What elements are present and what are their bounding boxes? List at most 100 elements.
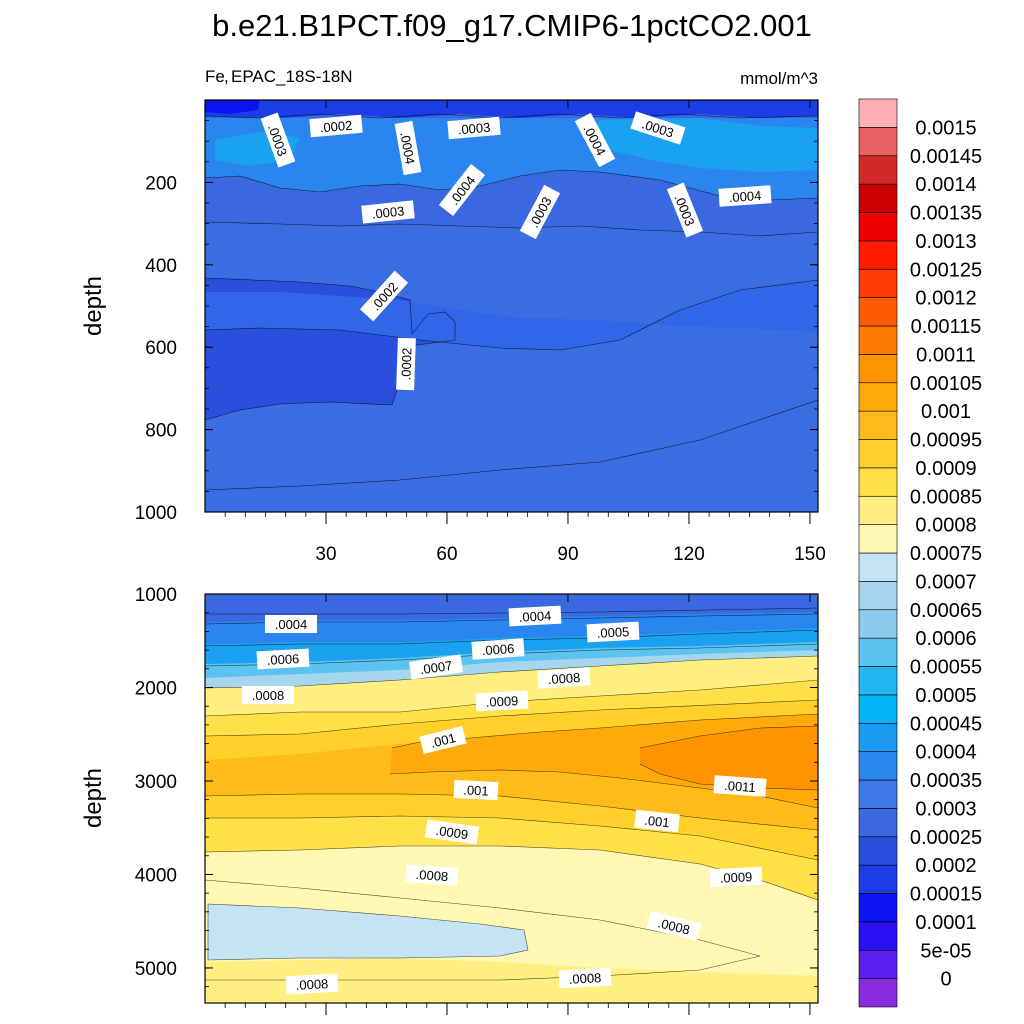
variable-label: Fe xyxy=(205,67,225,86)
colorbar-label: 0.0001 xyxy=(915,912,976,934)
colorbar-swatch xyxy=(858,581,898,611)
svg-text:.0008: .0008 xyxy=(252,688,285,703)
colorbar-label: 0 xyxy=(940,969,951,991)
colorbar-swatch xyxy=(858,495,898,525)
svg-text:.0004: .0004 xyxy=(728,188,762,205)
svg-text:.0006: .0006 xyxy=(266,651,299,668)
colorbar-swatch xyxy=(858,637,898,667)
lower-band-blue4 xyxy=(205,642,818,680)
svg-text:.0002: .0002 xyxy=(398,347,414,380)
y-tick-label: 800 xyxy=(145,421,177,442)
colorbar: 0 5e-05 0.0001 0.00015 0.0002 0.00025 0.0003 0.… xyxy=(858,98,982,1008)
upper-fill-deepest xyxy=(205,100,260,114)
colorbar-swatch xyxy=(858,552,898,582)
contour-label: .0008 xyxy=(405,864,459,886)
colorbar-swatch xyxy=(858,666,898,696)
contour-label: .0002 xyxy=(309,114,363,138)
colorbar-swatch xyxy=(858,467,898,497)
contour-label: .0009 xyxy=(425,819,479,845)
colorbar-swatch xyxy=(858,864,898,894)
contour-label: .0008 xyxy=(242,686,294,704)
contour-label: .001 xyxy=(419,725,467,755)
contour-label: .001 xyxy=(634,809,680,833)
colorbar-label: 0.0007 xyxy=(915,571,976,593)
y-tick-label: 400 xyxy=(145,256,177,277)
colorbar-label: 0.00065 xyxy=(910,600,982,622)
svg-text:.0006: .0006 xyxy=(481,641,515,658)
colorbar-label: 0.00025 xyxy=(910,827,982,849)
x-tick-label: 30 xyxy=(315,544,336,565)
colorbar-label: 0.0011 xyxy=(916,344,976,366)
svg-text:.0004: .0004 xyxy=(518,608,551,625)
colorbar-swatch xyxy=(858,212,898,242)
svg-text:.0005: .0005 xyxy=(596,624,629,641)
lower-band-00085 xyxy=(205,650,818,716)
colorbar-swatch xyxy=(858,836,898,866)
upper-panel: .0003 .0002 .0004 .0003 .0004 .0003 .000… xyxy=(80,99,826,565)
colorbar-label: 0.00115 xyxy=(911,316,982,338)
svg-text:.0008: .0008 xyxy=(295,976,328,993)
y-tick-label: 3000 xyxy=(135,772,177,793)
contour-label: .0004 xyxy=(394,120,422,176)
colorbar-label: 0.00035 xyxy=(910,770,982,792)
x-tick-label: 150 xyxy=(794,544,826,565)
contour-label: .0003 xyxy=(361,200,415,224)
colorbar-label: 0.0008 xyxy=(915,515,976,537)
svg-text:.0009: .0009 xyxy=(435,823,469,842)
colorbar-swatch xyxy=(858,382,898,412)
colorbar-label: 0.00055 xyxy=(910,657,982,679)
colorbar-label: 0.0015 xyxy=(915,117,976,139)
x-tick-label: 90 xyxy=(557,544,578,565)
lower-band-blue5 xyxy=(205,650,818,688)
colorbar-swatch xyxy=(858,524,898,554)
colorbar-swatch xyxy=(858,325,898,355)
svg-text:.0009: .0009 xyxy=(485,693,518,710)
colorbar-label: 0.0009 xyxy=(915,458,976,480)
svg-text:.0002: .0002 xyxy=(319,118,353,136)
svg-text:.001: .001 xyxy=(644,813,671,831)
units-label: mmol/m^3 xyxy=(740,69,818,88)
colorbar-label: 0.00075 xyxy=(910,543,982,565)
contour-label: .0009 xyxy=(709,866,763,888)
svg-text:.0007: .0007 xyxy=(419,658,453,677)
colorbar-swatch xyxy=(858,808,898,838)
y-tick-label: 200 xyxy=(145,173,177,194)
colorbar-swatch xyxy=(858,155,898,185)
svg-text:.0008: .0008 xyxy=(547,670,581,687)
y-tick-label: 5000 xyxy=(135,959,177,980)
lower-y-axis: 1000 2000 3000 4000 5000 xyxy=(135,585,818,988)
colorbar-swatch xyxy=(858,127,898,157)
colorbar-label: 0.0005 xyxy=(915,685,976,707)
upper-fill-top xyxy=(205,100,818,118)
colorbar-swatch xyxy=(858,722,898,752)
x-tick-label: 60 xyxy=(436,544,457,565)
lower-panel: .0004 .0004 .0005 .0006 .0006 .0007 .000… xyxy=(80,585,819,1015)
colorbar-swatch xyxy=(858,297,898,327)
colorbar-swatch xyxy=(858,949,898,979)
colorbar-swatch xyxy=(858,240,898,270)
contour-label: .001 xyxy=(453,779,499,801)
contour-label: .0005 xyxy=(586,621,640,643)
colorbar-swatch xyxy=(858,751,898,781)
colorbar-label: 0.00145 xyxy=(910,146,982,168)
svg-text:.0004: .0004 xyxy=(397,131,417,166)
lower-contour-labels: .0004 .0004 .0005 .0006 .0006 .0007 .000… xyxy=(242,605,767,995)
colorbar-swatch xyxy=(858,978,898,1008)
region-label: EPAC_18S-18N xyxy=(231,67,353,86)
svg-text:.0011: .0011 xyxy=(724,778,757,795)
svg-text:.001: .001 xyxy=(429,730,457,751)
colorbar-label: 0.0014 xyxy=(915,174,976,196)
colorbar-label: 0.0002 xyxy=(915,855,976,877)
x-tick-label: 120 xyxy=(673,544,705,565)
colorbar-swatch xyxy=(858,354,898,384)
colorbar-label: 0.001 xyxy=(921,401,971,423)
comma-sep: , xyxy=(224,67,229,86)
svg-text:.0003: .0003 xyxy=(371,203,405,221)
y-tick-label: 600 xyxy=(145,338,177,359)
y-tick-label: 4000 xyxy=(135,865,177,886)
contour-label: .0004 xyxy=(265,615,317,633)
colorbar-label: 0.00125 xyxy=(910,259,982,281)
contour-label: .0002 xyxy=(396,337,416,391)
contour-label: .0004 xyxy=(508,605,562,627)
svg-text:.0009: .0009 xyxy=(719,869,752,886)
